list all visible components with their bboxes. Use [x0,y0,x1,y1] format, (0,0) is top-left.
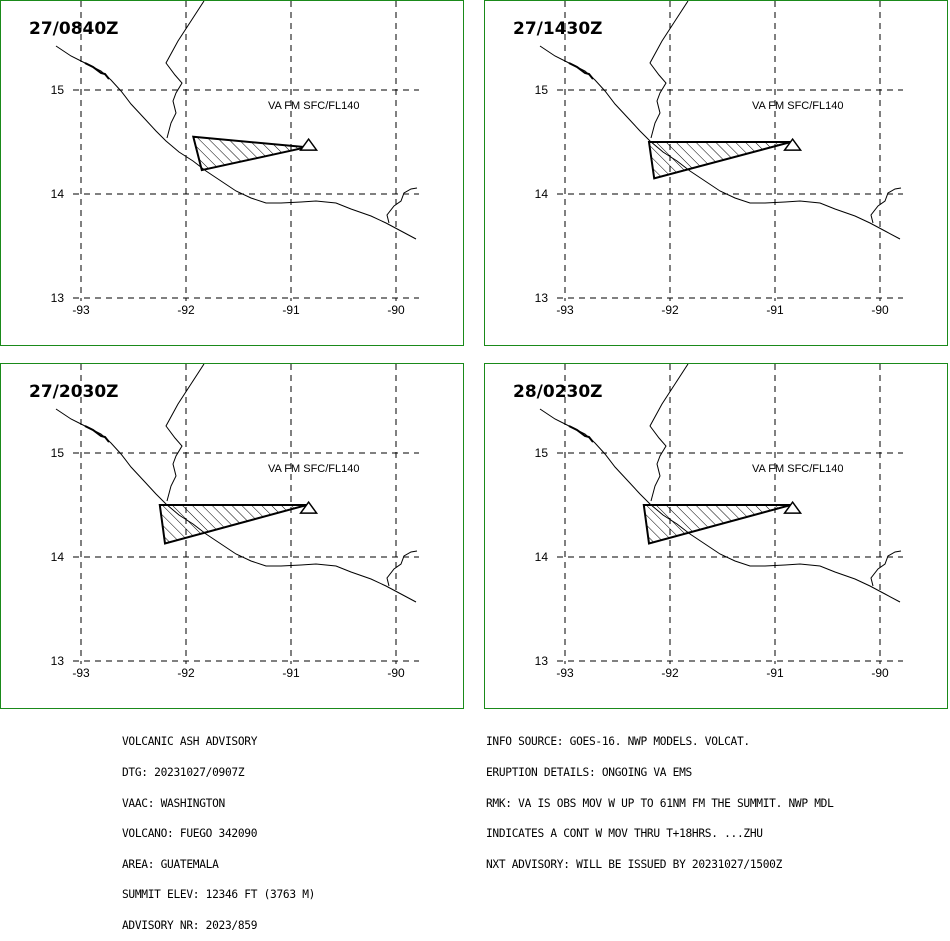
advisory-line: VOLCANO: FUEGO 342090 [122,827,258,841]
ash-cloud-polygon [191,135,308,172]
map-canvas: -93 -92 -91 -90 15 14 13 [51,364,419,680]
remark-line: INFO SOURCE: GOES-16. NWP MODELS. VOLCAT… [486,735,750,749]
coastal-island [568,425,594,443]
longitude-tick-label: -90 [387,303,405,317]
volcano-triangle-icon [299,500,319,514]
country-border [165,364,205,502]
longitude-tick-label: -90 [871,303,889,317]
longitude-tick-label: -92 [177,303,195,317]
latitude-tick-label: 13 [51,654,65,668]
latitude-tick-label: 15 [535,83,549,97]
longitude-tick-label: -91 [282,666,300,680]
latitude-tick-label: 15 [51,83,65,97]
advisory-summary: VOLCANIC ASH ADVISORY DTG: 20231027/0907… [122,717,315,941]
coastal-island [568,62,594,80]
map-panel-1: -93 -92 -91 -90 15 14 13 27/0840Z VA FM SFC/FL… [0,0,464,346]
volcano-triangle-icon [783,137,803,151]
map-panel-4: -93 -92 -91 -90 15 14 13 28/0230Z VA FM SFC/FL… [484,363,948,709]
latitude-tick-label: 15 [51,446,65,460]
coastal-island [84,425,110,443]
longitude-tick-label: -93 [72,666,90,680]
country-border [870,187,902,224]
longitude-tick-label: -93 [72,303,90,317]
va-level-label: VA FM SFC/FL140 [752,100,844,112]
advisory-line: DTG: 20231027/0907Z [122,766,245,779]
map-panel-2: -93 -92 -91 -90 15 14 13 27/1430Z VA FM SFC/FL… [484,0,948,346]
advisory-line: VAAC: WASHINGTON [122,796,225,810]
forecast-time: 27/2030Z [29,382,119,402]
country-border [649,364,689,502]
advisory-line: VOLCANIC ASH ADVISORY [122,735,258,749]
va-level-label: VA FM SFC/FL140 [268,100,360,112]
country-border [649,1,689,139]
country-border [386,187,418,224]
latitude-tick-label: 13 [535,291,549,305]
forecast-time: 28/0230Z [513,382,603,402]
ash-cloud-polygon [642,504,792,545]
forecast-time: 27/1430Z [513,19,603,39]
longitude-tick-label: -91 [282,303,300,317]
latitude-tick-label: 14 [51,187,65,201]
advisory-line: AREA: GUATEMALA [122,857,219,871]
longitude-tick-label: -91 [766,666,784,680]
advisory-line: ADVISORY NR: 2023/859 [122,918,258,932]
latitude-tick-label: 15 [535,446,549,460]
volcano-triangle-icon [299,137,319,151]
coastline [55,408,417,603]
remark-line: ERUPTION DETAILS: ONGOING VA EMS [486,766,692,779]
map-panel-3: -93 -92 -91 -90 15 14 13 27/2030Z VA FM SFC/FL… [0,363,464,709]
longitude-tick-label: -90 [871,666,889,680]
country-border [386,550,418,587]
map-canvas: -93 -92 -91 -90 15 14 13 [535,364,903,680]
latitude-tick-label: 14 [51,550,65,564]
country-border [870,550,902,587]
forecast-time: 27/0840Z [29,19,119,39]
longitude-tick-label: -92 [661,303,679,317]
ash-cloud-polygon [158,504,308,545]
longitude-tick-label: -93 [556,666,574,680]
remark-line: INDICATES A CONT W MOV THRU T+18HRS. ...… [486,827,763,841]
coastline [539,408,901,603]
volcano-triangle-icon [783,500,803,514]
map-canvas: -93 -92 -91 -90 15 14 13 [51,1,419,317]
country-border [165,1,205,139]
longitude-tick-label: -92 [177,666,195,680]
longitude-tick-label: -90 [387,666,405,680]
va-level-label: VA FM SFC/FL140 [752,463,844,475]
latitude-tick-label: 13 [535,654,549,668]
latitude-tick-label: 14 [535,187,549,201]
remark-line: NXT ADVISORY: WILL BE ISSUED BY 20231027… [486,857,783,871]
coastline [55,45,417,240]
va-level-label: VA FM SFC/FL140 [268,463,360,475]
latitude-tick-label: 13 [51,291,65,305]
remark-line: RMK: VA IS OBS MOV W UP TO 61NM FM THE S… [486,796,834,810]
latitude-tick-label: 14 [535,550,549,564]
ash-cloud-polygon [647,141,792,180]
map-canvas: -93 -92 -91 -90 15 14 13 [535,1,903,317]
longitude-tick-label: -92 [661,666,679,680]
coastal-island [84,62,110,80]
advisory-remarks: INFO SOURCE: GOES-16. NWP MODELS. VOLCAT… [486,717,834,880]
coastline [539,45,901,240]
longitude-tick-label: -91 [766,303,784,317]
longitude-tick-label: -93 [556,303,574,317]
advisory-line: SUMMIT ELEV: 12346 FT (3763 M) [122,888,316,902]
